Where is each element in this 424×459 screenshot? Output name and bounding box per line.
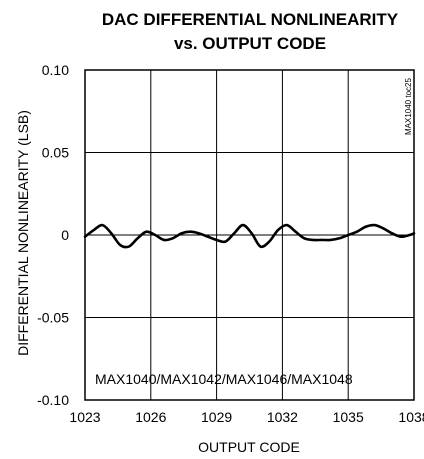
x-tick-label-1029: 1029 [201, 409, 232, 425]
x-tick-label-1038: 1038 [398, 409, 424, 425]
series-line-dnl [83, 223, 416, 249]
y-tick-label-1: 0.05 [42, 145, 69, 161]
part-number-annotation: MAX1040/MAX1042/MAX1046/MAX1048 [95, 371, 353, 387]
x-tick-label-1023: 1023 [69, 409, 100, 425]
x-tick-label-1032: 1032 [267, 409, 298, 425]
y-tick-label-0: 0.10 [42, 62, 69, 78]
y-tick-label-4: -0.10 [37, 392, 69, 408]
y-tick-label-2: 0 [61, 227, 69, 243]
chart-title-line1: DAC DIFFERENTIAL NONLINEARITY [102, 10, 399, 29]
x-tick-label-1035: 1035 [333, 409, 364, 425]
x-axis-label: OUTPUT CODE [198, 439, 300, 455]
grid-lines [85, 70, 414, 400]
x-tick-label-1026: 1026 [135, 409, 166, 425]
y-tick-label-3: -0.05 [37, 310, 69, 326]
chart-title-line2: vs. OUTPUT CODE [174, 34, 326, 53]
side-code: MAX1040 toc25 [404, 78, 413, 135]
tick-labels: 1023 1026 1029 1032 1035 1038 0.10 0.05 0 -0.05 -0… [37, 62, 424, 425]
y-axis-label: DIFFERENTIAL NONLINEARITY (LSB) [15, 110, 31, 356]
plot-frame [84, 69, 415, 401]
